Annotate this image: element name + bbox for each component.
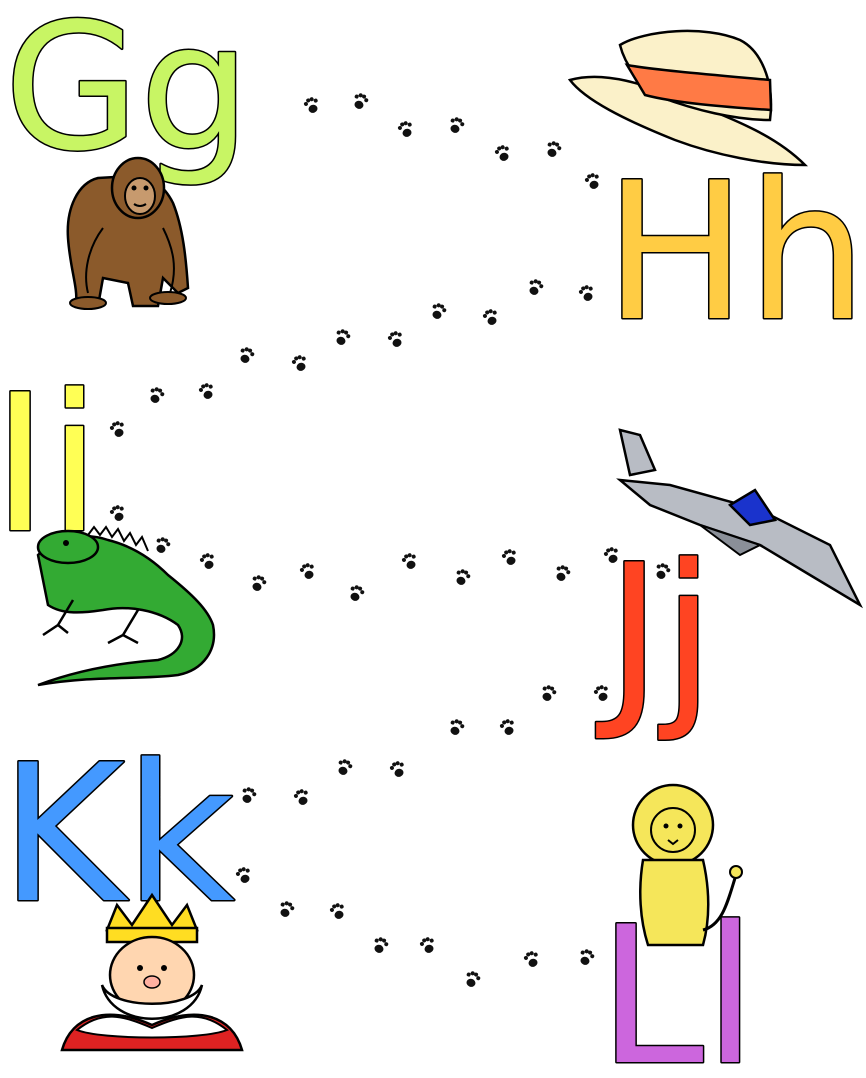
paw-print-icon [429,301,448,322]
paw-print-icon [386,329,406,349]
paw-print-icon [197,381,217,401]
paw-print-icon [463,969,482,990]
king-icon [60,892,244,1052]
paw-print-icon [371,935,390,956]
paw-trail-j-to-k [239,683,612,807]
paw-print-icon [522,949,542,969]
paw-print-icon [333,327,352,348]
paw-print-icon [388,759,408,779]
paw-print-icon [396,119,416,139]
paw-print-icon [328,901,348,921]
paw-print-icon [498,717,518,737]
jet-icon [616,428,864,609]
paw-print-icon [249,573,268,594]
paw-print-icon [290,353,310,373]
paw-print-icon [108,419,128,439]
paw-trail-k-to-l [234,865,596,990]
paw-print-icon [351,91,370,112]
paw-print-icon [153,535,172,556]
paw-print-icon [418,935,438,955]
letter-h: Hh [604,142,866,363]
letter-l: Ll [598,886,757,1078]
paw-print-icon [400,551,420,571]
iguana-icon [36,525,216,687]
gorilla-icon [66,156,190,310]
paw-print-icon [108,503,128,523]
paw-trail-g-to-h [302,91,603,191]
paw-print-icon [347,583,366,604]
paw-print-icon [198,551,218,571]
letter-j: Jj [596,524,715,745]
paw-print-icon [298,561,318,581]
paw-print-icon [234,865,254,885]
paw-print-icon [447,115,466,136]
paw-print-icon [553,563,572,584]
paw-print-icon [500,547,520,567]
paw-print-icon [302,95,322,115]
paw-print-icon [583,171,603,191]
paw-print-icon [147,385,166,406]
paw-print-icon [481,307,501,327]
paw-print-icon [544,139,563,160]
paw-print-icon [526,277,545,298]
paw-print-icon [237,345,256,366]
paw-print-icon [447,717,466,738]
paw-print-icon [453,567,472,588]
paw-print-icon [277,899,296,920]
paw-trail-i-to-j [108,503,672,604]
paw-print-icon [335,757,354,778]
lion-icon [631,783,743,947]
paw-print-icon [577,947,596,968]
paw-print-icon [493,143,513,163]
paw-print-icon [292,787,312,807]
paw-print-icon [539,683,558,704]
paw-print-icon [239,785,258,806]
hat-icon [567,29,809,167]
paw-print-icon [577,283,597,303]
letter-g: Gg [4,0,251,190]
